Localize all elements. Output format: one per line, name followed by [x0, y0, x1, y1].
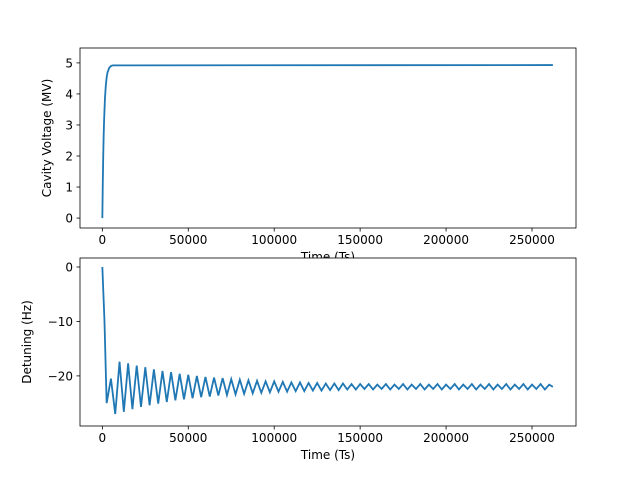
axes-background — [80, 48, 576, 228]
x-tick-label: 250000 — [509, 233, 555, 247]
x-tick-label: 100000 — [251, 431, 297, 445]
axes-frame — [79, 47, 577, 229]
x-tick-label: 150000 — [337, 431, 383, 445]
y-tick-label: 1 — [65, 181, 73, 195]
y-tick-label: −20 — [48, 369, 73, 383]
y-tick-label: 0 — [65, 260, 73, 274]
y-tick-label: 2 — [65, 150, 73, 164]
data-line — [101, 64, 553, 219]
y-tick-label: 0 — [65, 212, 73, 226]
x-tick-label: 250000 — [509, 431, 555, 445]
x-tick-label: 150000 — [337, 233, 383, 247]
x-tick-label: 100000 — [251, 233, 297, 247]
axes-background — [80, 258, 576, 426]
y-tick-label: −10 — [48, 315, 73, 329]
y-axis-label: Cavity Voltage (MV) — [40, 79, 54, 198]
x-tick-label: 50000 — [169, 233, 207, 247]
x-tick-label: 0 — [99, 431, 107, 445]
y-axis-label: Detuning (Hz) — [20, 300, 34, 384]
x-axis-label: Time (Ts) — [300, 448, 355, 462]
x-tick-label: 200000 — [423, 431, 469, 445]
axes-frame — [79, 257, 577, 427]
y-tick-label: 3 — [65, 118, 73, 132]
x-tick-label: 50000 — [169, 431, 207, 445]
y-tick-label: 4 — [65, 87, 73, 101]
x-tick-label: 200000 — [423, 233, 469, 247]
x-tick-label: 0 — [99, 233, 107, 247]
data-line — [101, 266, 554, 415]
y-tick-label: 5 — [65, 56, 73, 70]
